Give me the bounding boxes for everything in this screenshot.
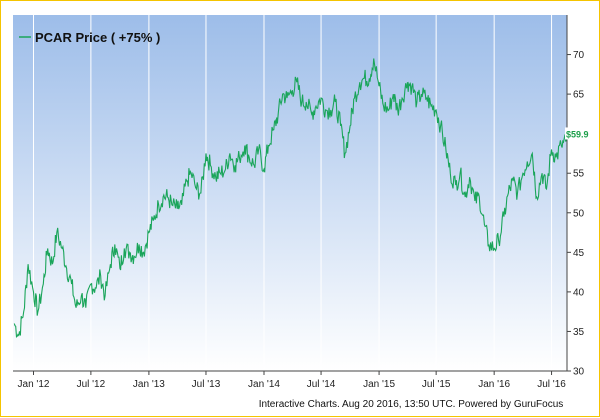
x-tick-label: Jul '13	[192, 379, 221, 390]
x-tick-label: Jul '14	[307, 379, 336, 390]
y-tick-label: 35	[573, 327, 585, 338]
x-tick-label: Jan '16	[478, 379, 510, 390]
x-tick-label: Jan '12	[18, 379, 50, 390]
y-tick-label: 65	[573, 90, 585, 101]
footer-credit: Interactive Charts. Aug 20 2016, 13:50 U…	[259, 399, 564, 410]
plot-area	[13, 15, 567, 371]
series-line[interactable]	[13, 58, 568, 338]
legend-label: PCAR Price ( +75% )	[35, 30, 160, 45]
x-tick-label: Jan '14	[248, 379, 280, 390]
x-tick-label: Jan '13	[133, 379, 165, 390]
y-tick-label: 55	[573, 169, 585, 180]
y-tick-label: 70	[573, 50, 585, 61]
legend[interactable]: PCAR Price ( +75% )	[19, 30, 160, 45]
y-tick-label: 50	[573, 208, 585, 219]
last-value-label: $59.9	[566, 129, 589, 139]
x-tick-label: Jan '15	[363, 379, 395, 390]
last-value-marker: $59.9	[565, 127, 595, 140]
x-tick-label: Jul '16	[537, 379, 566, 390]
y-axis-ticks: 303540455055606570	[567, 50, 585, 378]
series-layer	[13, 58, 568, 338]
y-tick-label: 30	[573, 367, 585, 378]
y-tick-label: 40	[573, 287, 585, 298]
x-axis-ticks: Jan '12 Jul '12 Jan '13 Jul '13 Jan '14 Jul '…	[18, 371, 566, 390]
x-tick-label: Jul '12	[77, 379, 106, 390]
last-value-box	[565, 127, 595, 140]
y-tick-label: 45	[573, 248, 585, 259]
grid-lines	[32, 15, 553, 371]
x-tick-label: Jul '15	[422, 379, 451, 390]
